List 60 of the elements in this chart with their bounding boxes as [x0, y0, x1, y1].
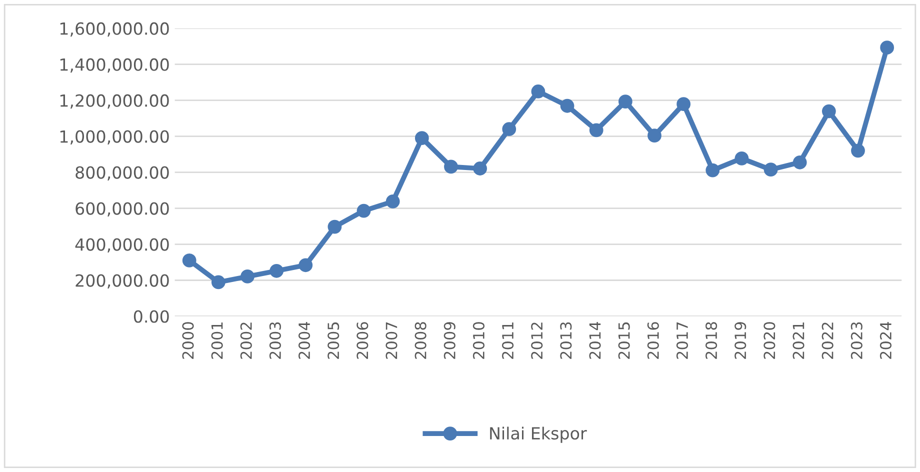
x-tick-label: 2018 — [706, 322, 718, 359]
point — [386, 194, 400, 208]
x-tick-label: 2008 — [414, 322, 426, 359]
x-tick-label: 2005 — [328, 322, 340, 359]
x-tick-label: 2012 — [531, 322, 543, 359]
point — [648, 128, 662, 143]
point — [589, 123, 604, 138]
point — [706, 163, 720, 178]
point — [414, 131, 429, 146]
x-tick-label: 2000 — [182, 322, 194, 359]
x-tick-label: 2021 — [792, 322, 804, 359]
point — [182, 254, 196, 268]
point — [734, 151, 749, 166]
point — [792, 155, 807, 170]
point — [502, 122, 516, 136]
x-tick-label: 2015 — [618, 322, 630, 359]
x-tick-label: 2011 — [502, 322, 514, 359]
y-tick-label: 1,600,000.00 — [60, 22, 169, 37]
y-tick-label: 1,400,000.00 — [60, 58, 169, 73]
point — [356, 204, 371, 218]
y-tick-label: 0.00 — [134, 310, 169, 323]
y-tick-label: 600,000.00 — [76, 202, 169, 217]
x-tick-label: 2010 — [472, 322, 484, 359]
x-tick-label: 2013 — [560, 322, 572, 359]
x-tick-label: 2017 — [676, 322, 688, 359]
x-tick-label: 2020 — [764, 322, 776, 359]
x-tick-label: 2024 — [880, 322, 892, 359]
point — [211, 275, 226, 290]
x-tick-label: 2006 — [356, 322, 368, 359]
y-tick-label: 800,000.00 — [76, 166, 169, 181]
point — [473, 162, 487, 176]
x-tick-label: 2002 — [240, 322, 252, 359]
x-tick-label: 2014 — [589, 322, 601, 359]
x-tick-label: 2016 — [647, 322, 659, 359]
point — [444, 160, 458, 174]
x-tick-label: 2009 — [444, 322, 456, 359]
point — [240, 270, 254, 284]
point — [822, 104, 836, 118]
y-tick-label: 400,000.00 — [75, 238, 169, 253]
y-tick-label: 1,000,000.00 — [60, 130, 169, 145]
x-tick-label: 2023 — [850, 322, 862, 359]
y-tick-label: 200,000.00 — [76, 274, 169, 289]
point — [676, 97, 691, 112]
point — [560, 98, 574, 113]
legend-label: Nilai Ekspor — [490, 426, 587, 443]
point — [270, 264, 284, 278]
x-tick-label: 2007 — [386, 322, 398, 359]
x-tick-label: 2001 — [211, 322, 223, 359]
point — [328, 220, 342, 234]
x-tick-label: 2022 — [822, 322, 834, 359]
point — [851, 144, 865, 158]
x-tick-label: 2003 — [269, 322, 281, 359]
x-tick-label: 2019 — [734, 322, 746, 359]
point — [764, 162, 778, 177]
point — [298, 258, 313, 272]
x-tick-label: 2004 — [298, 322, 310, 359]
point — [618, 94, 632, 109]
point — [880, 40, 894, 55]
point — [531, 84, 546, 98]
y-tick-label: 1,200,000.00 — [60, 94, 169, 109]
